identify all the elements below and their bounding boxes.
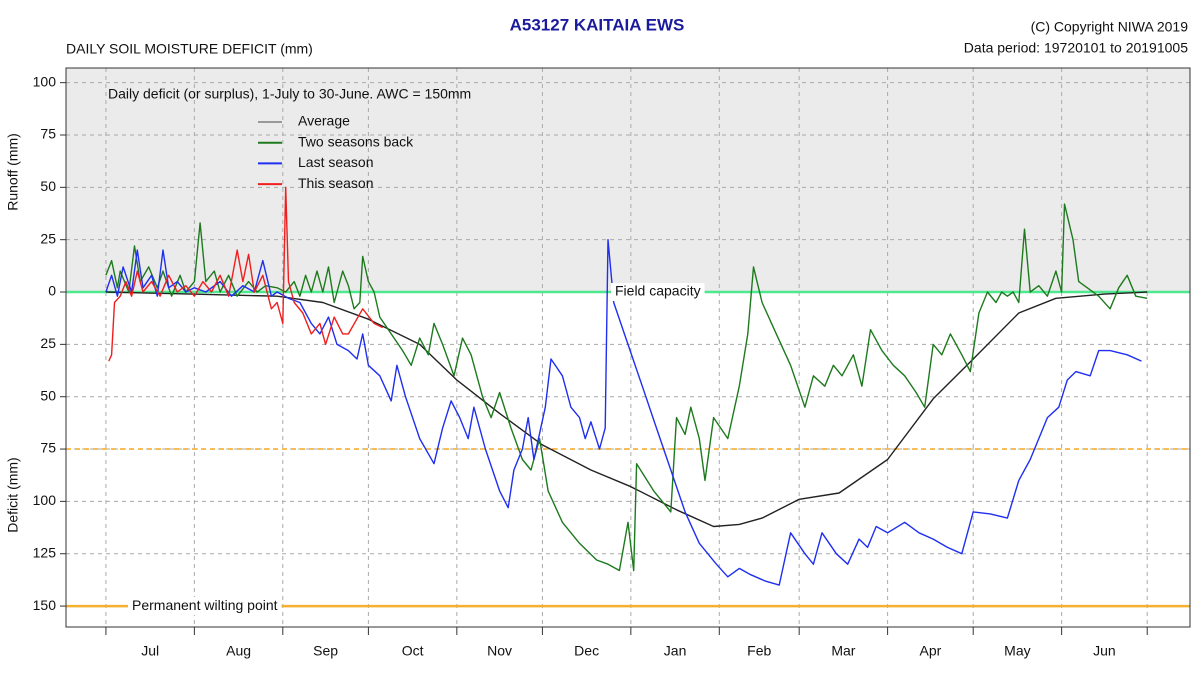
legend-label: Average xyxy=(298,113,350,129)
x-tick-label: Feb xyxy=(747,643,771,659)
y-tick-label: 100 xyxy=(33,73,57,89)
legend-label: Last season xyxy=(298,154,374,170)
series-line xyxy=(108,186,384,362)
y-tick-label: 75 xyxy=(40,440,56,456)
data-period: Data period: 19720101 to 20191005 xyxy=(964,40,1188,56)
x-tick-label: Oct xyxy=(402,643,424,659)
y-tick-label: 125 xyxy=(33,544,57,560)
x-tick-label: Apr xyxy=(919,643,941,659)
y-tick-label: 100 xyxy=(33,492,57,508)
label-background xyxy=(611,283,705,302)
y-tick-label: 25 xyxy=(40,335,56,351)
reference-label: Field capacity xyxy=(615,283,701,299)
legend-label: This season xyxy=(298,175,373,191)
x-tick-label: May xyxy=(1004,643,1030,659)
x-tick-label: Jan xyxy=(664,643,687,659)
y-tick-label: 75 xyxy=(40,126,56,142)
series-line xyxy=(105,203,1148,572)
series-line xyxy=(105,291,1148,528)
y-axis-label: Runoff (mm) xyxy=(5,133,21,211)
annotation: Daily deficit (or surplus), 1-July to 30… xyxy=(108,86,471,102)
x-tick-label: Jul xyxy=(141,643,159,659)
label-background xyxy=(128,597,282,616)
x-tick-label: Mar xyxy=(831,643,855,659)
y-tick-label: 0 xyxy=(48,283,56,299)
y-tick-label: 150 xyxy=(33,597,57,613)
x-tick-label: Nov xyxy=(487,643,512,659)
legend-label: Two seasons back xyxy=(298,133,414,149)
y-tick-label: 50 xyxy=(40,387,56,403)
y-tick-label: 25 xyxy=(40,230,56,246)
x-tick-label: Sep xyxy=(313,643,338,659)
runoff-zone xyxy=(66,68,1190,293)
series-line xyxy=(105,239,1142,586)
y-tick-label: 50 xyxy=(40,178,56,194)
chart-title: A53127 KAITAIA EWS xyxy=(510,15,685,34)
x-tick-label: Dec xyxy=(574,643,599,659)
reference-label: Permanent wilting point xyxy=(132,597,278,613)
plot-border xyxy=(65,67,1191,628)
x-tick-label: Jun xyxy=(1093,643,1116,659)
y-axis-label: Deficit (mm) xyxy=(5,457,21,532)
x-tick-label: Aug xyxy=(226,643,251,659)
copyright: (C) Copyright NIWA 2019 xyxy=(1031,19,1189,35)
chart-subtitle: DAILY SOIL MOISTURE DEFICIT (mm) xyxy=(66,41,313,57)
